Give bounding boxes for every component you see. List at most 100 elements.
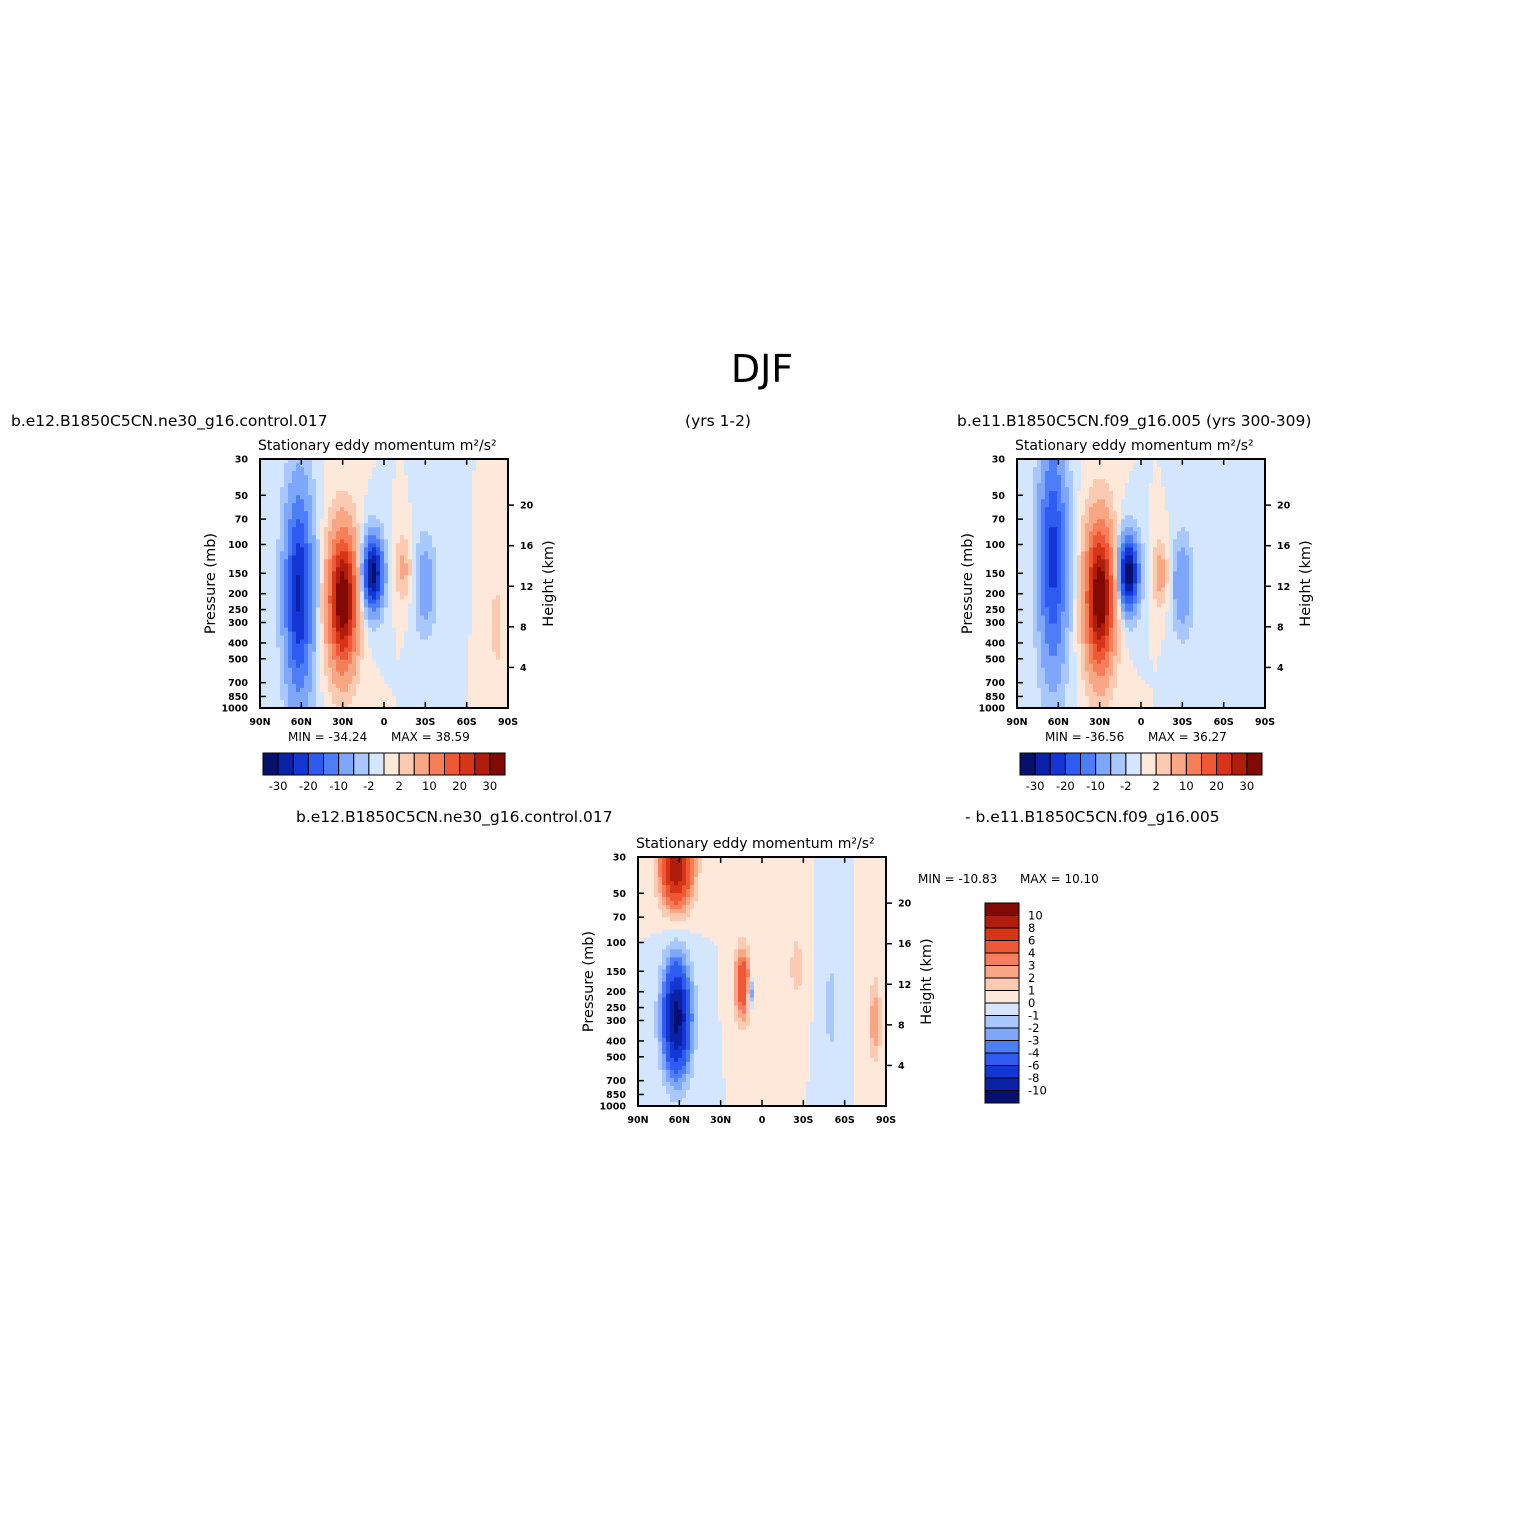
contour-cell [444,599,449,605]
contour-cell [268,607,273,613]
contour-cell [500,591,505,597]
contour-cell [368,527,373,532]
contour-cell [312,559,317,565]
contour-cell [452,607,457,613]
contour-cell [336,643,341,649]
chart-title: Stationary eddy momentum m²/s² [258,438,497,454]
contour-cell [1053,471,1058,476]
contour-cell [288,567,293,573]
contour-cell [428,559,433,565]
contour-cell [388,639,393,645]
contour-cell [336,587,341,593]
contour-cell [1061,483,1066,488]
contour-cell [260,547,265,552]
contour-cell [280,635,285,641]
contour-cell [272,567,277,573]
contour-cell [276,459,281,464]
contour-cell [380,659,385,665]
contour-cell [468,643,473,649]
contour-cell [1021,507,1026,512]
contour-cell [308,563,313,569]
contour-cell [1053,507,1058,512]
contour-cell [348,523,353,528]
contour-cell [356,595,361,601]
contour-cell [292,655,297,661]
contour-cell [408,607,413,613]
contour-cell [1025,703,1030,709]
contour-cell [1025,479,1030,484]
contour-cell [376,599,381,605]
contour-cell [300,607,305,613]
contour-cell [392,479,397,484]
contour-cell [436,555,441,561]
contour-cell [484,583,489,589]
contour-cell [296,491,301,496]
contour-cell [364,599,369,605]
contour-cell [404,699,409,705]
contour-cell [448,575,453,581]
contour-cell [464,675,469,681]
contour-cell [372,515,377,520]
contour-cell [1057,679,1062,685]
contour-cell [292,683,297,689]
contour-cell [404,671,409,677]
contour-cell [1081,575,1086,581]
contour-cell [412,467,417,472]
contour-cell [264,695,269,701]
contour-cell [320,659,325,665]
contour-cell [432,695,437,701]
contour-cell [300,635,305,641]
y2-axis-label: Height (km) [541,540,557,626]
contour-cell [260,603,265,609]
contour-cell [280,607,285,613]
contour-cell [264,507,269,512]
contour-cell [1029,523,1034,528]
contour-cell [1069,627,1074,633]
contour-cell [456,695,461,701]
contour-cell [392,539,397,544]
contour-cell [364,671,369,677]
contour-cell [304,519,309,524]
contour-cell [432,639,437,645]
contour-cell [1045,535,1050,540]
contour-cell [456,619,461,625]
contour-cell [428,631,433,637]
contour-cell [1081,663,1086,669]
contour-cell [1053,679,1058,685]
y2-tick-label: 20 [520,501,534,512]
contour-cell [308,487,313,492]
contour-cell [340,475,345,480]
contour-cell [1029,655,1034,661]
contour-cell [1081,691,1086,697]
contour-cell [440,479,445,484]
contour-cell [412,667,417,673]
contour-cell [1053,599,1058,605]
contour-cell [280,551,285,556]
contour-cell [264,519,269,524]
contour-cell [284,523,289,528]
contour-cell [328,607,333,613]
contour-cell [324,471,329,476]
contour-cell [416,699,421,705]
contour-cell [464,611,469,617]
contour-cell [468,671,473,677]
contour-cell [1053,463,1058,468]
contour-cell [332,475,337,480]
contour-cell [376,623,381,629]
colorbar-swatch [398,752,415,776]
contour-cell [304,507,309,512]
contour-cell [320,699,325,705]
contour-cell [276,635,281,641]
contour-cell [1065,527,1070,532]
contour-cell [472,591,477,597]
contour-cell [1025,491,1030,496]
contour-cell [1065,475,1070,480]
contour-cell [268,579,273,585]
contour-cell [344,503,349,508]
contour-cell [264,683,269,689]
contour-cell [1025,699,1030,705]
contour-cell [488,671,493,677]
contour-cell [344,567,349,573]
contour-cell [464,683,469,689]
contour-cell [412,683,417,689]
